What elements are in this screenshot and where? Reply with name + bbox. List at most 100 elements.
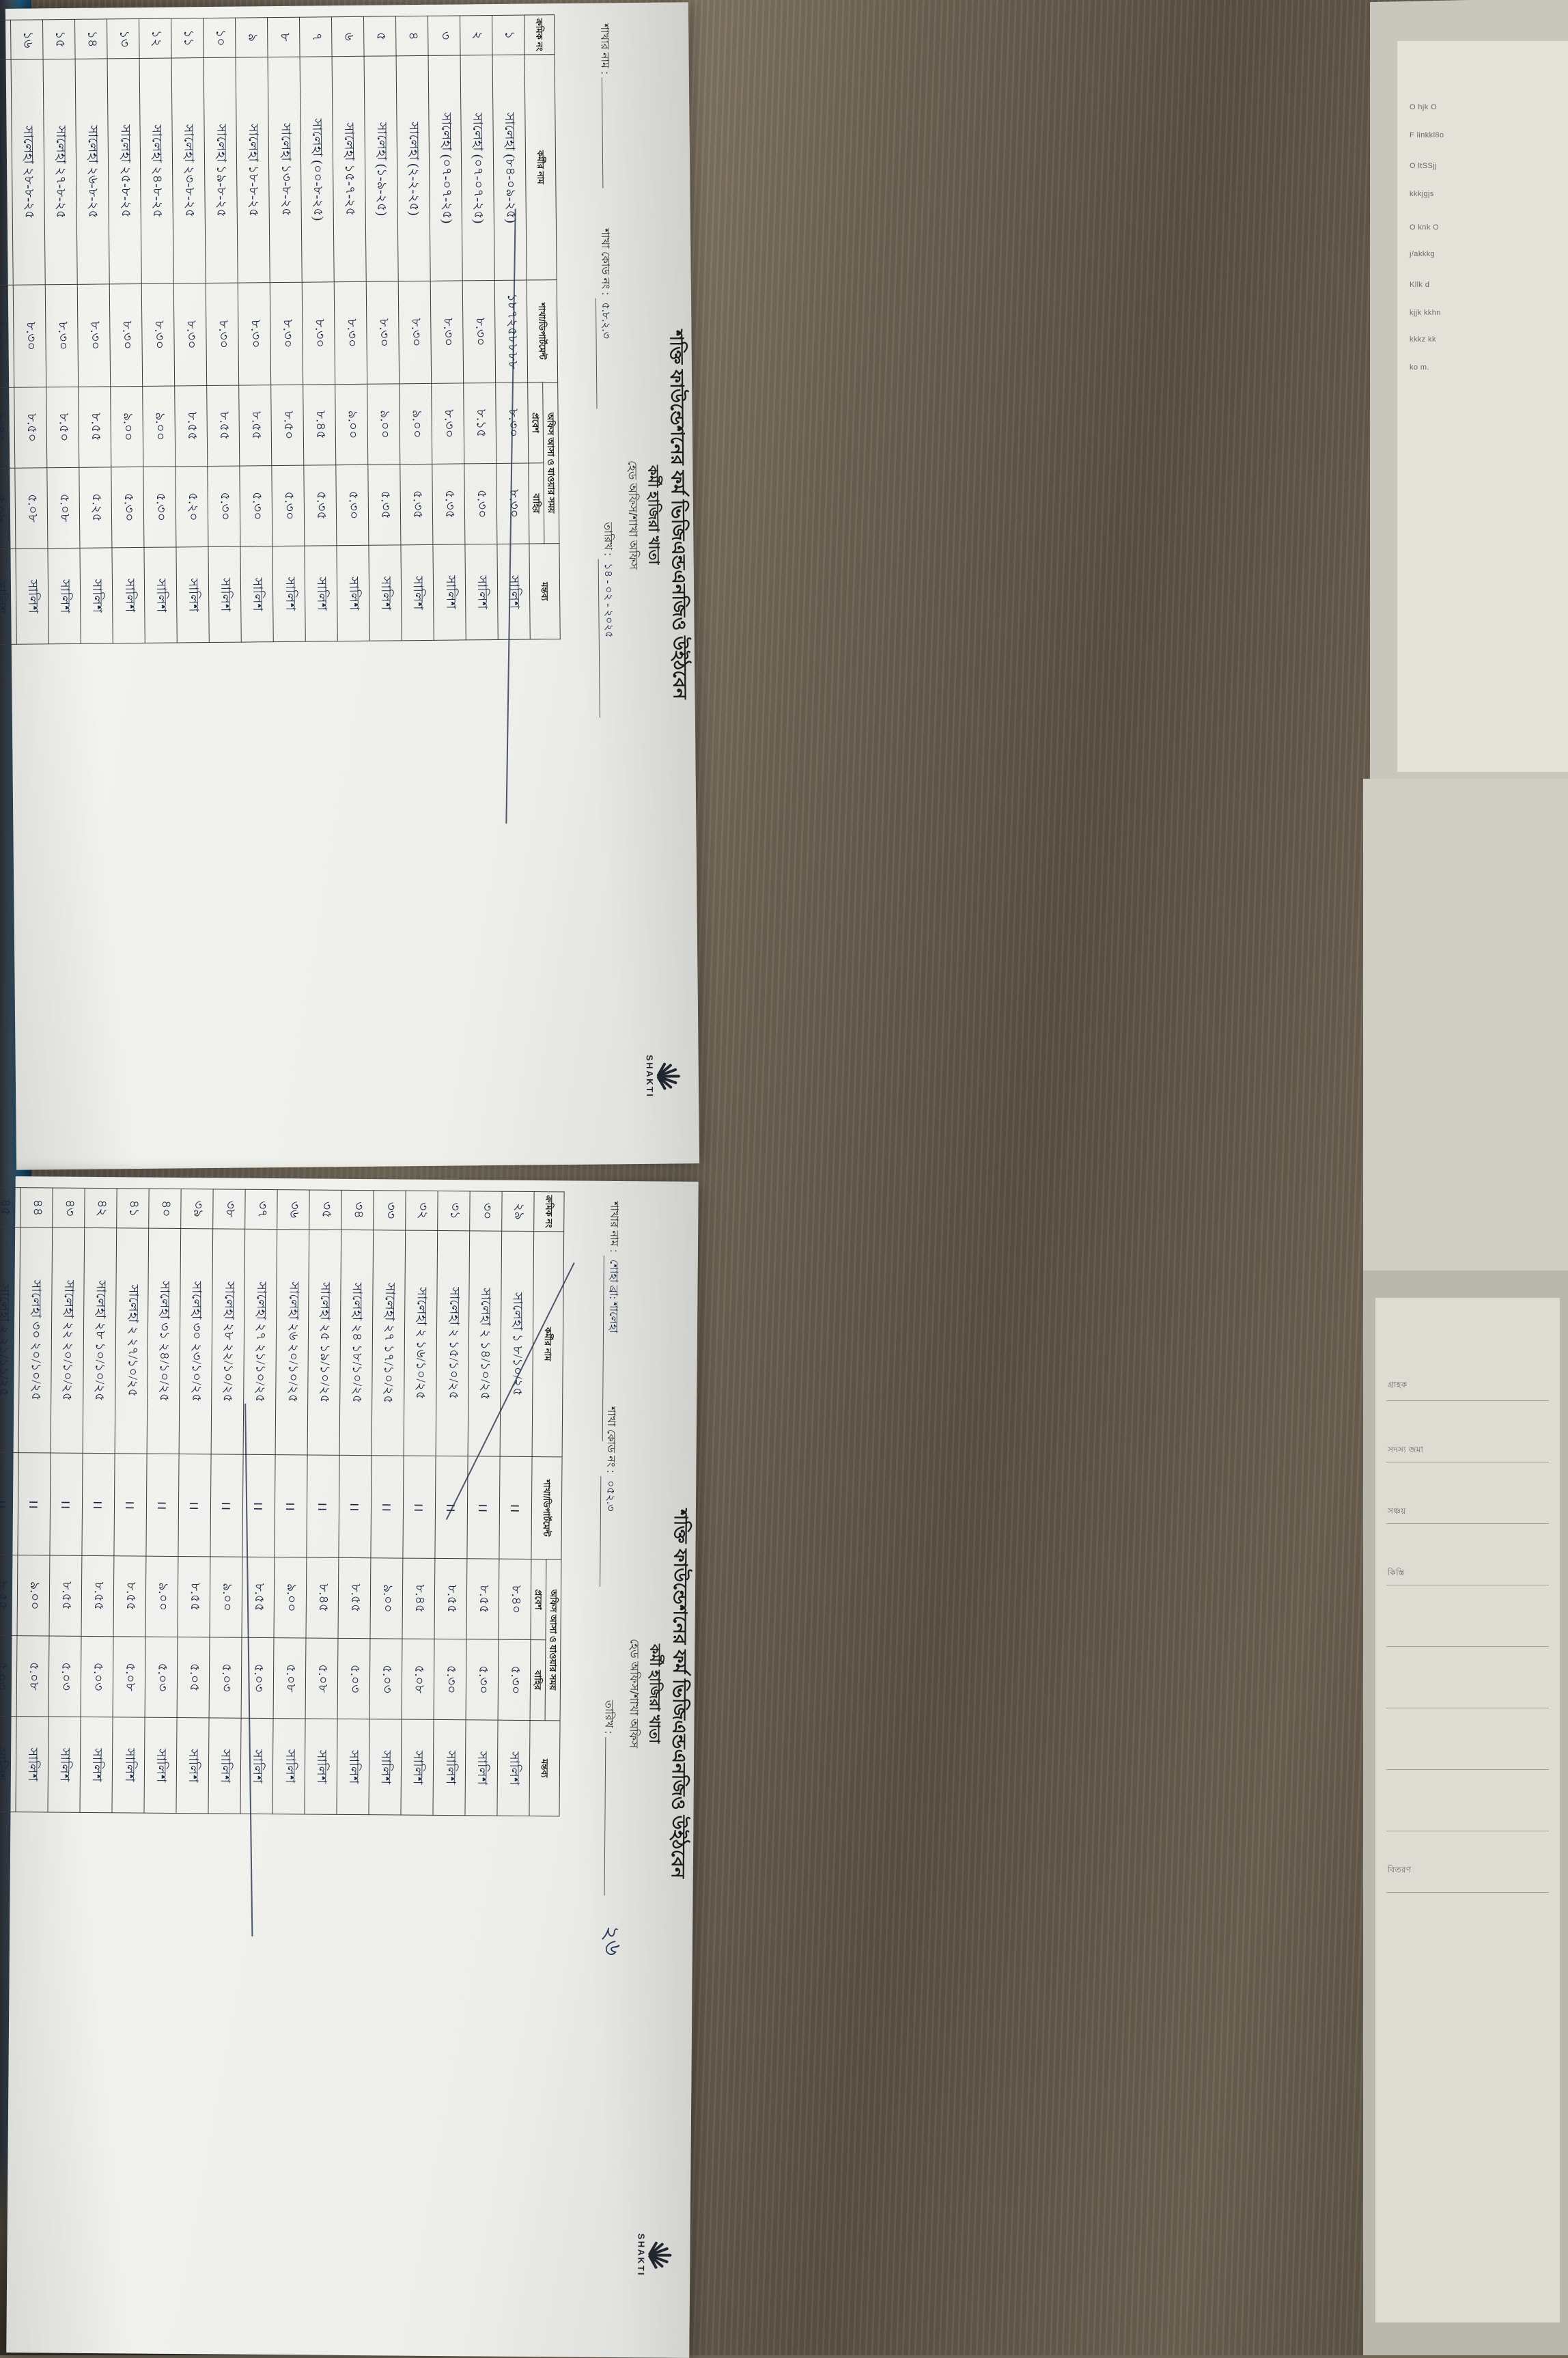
cell-name: সালেহা ২৭-৮-২৫: [44, 59, 76, 285]
cell-time-out: ৫.৩০: [498, 1639, 531, 1721]
table-row[interactable]: ৩৯ সালেহা ৩০ ২৩/১০/২৫ ।। ৮.৫৫ ৫.০৫ সালিশ: [176, 1189, 214, 1814]
cell-note: সালিশ: [144, 1717, 177, 1814]
th-in: প্রবেশ: [527, 382, 544, 464]
cell-time-out: ৫.৩০: [207, 466, 240, 547]
cell-note: সালিশ: [272, 546, 306, 642]
table-row[interactable]: ৪০ সালেহা ৩১ ২৪/১০/২৫ ।। ৯.০০ ৫.০৩ সালিশ: [144, 1189, 182, 1814]
cell-serial: ৩২: [405, 1191, 438, 1231]
cell-time-out: ৫.৩০: [143, 466, 176, 548]
cell-serial: ৮: [267, 17, 300, 57]
cell-name: সালেহা ২৩-৮-২৫: [170, 57, 207, 284]
table-row[interactable]: ৪ সালেহা (২-২-২৫) ৮.৩০ ৯.০০ ৫.৩৫ সালিশ: [395, 16, 434, 641]
shakti-logo: SHAKTI: [636, 1035, 696, 1118]
cell-name: সালেহা (০৭-০৭-২৫): [428, 55, 463, 281]
table-row[interactable]: ৮ সালেহা ১৩-৮-২৫ ৮.৩০ ৮.৫০ ৫.৩০ সালিশ: [267, 17, 306, 642]
cell-note: সালিশ: [0, 1716, 16, 1812]
table-row[interactable]: ৭ সালেহা (০০-৮-২৫) ৮.৩০ ৮.৪৫ ৫.৩৫ সালিশ: [299, 16, 338, 642]
table-row[interactable]: ৪৩ সালেহা ২২ ২০/১০/২৫ ।। ৮.৫৫ ৫.০৩ সালিশ: [47, 1188, 86, 1813]
burst-icon-right: [647, 2234, 687, 2275]
cell-name: সালেহা ২ ১৬/১০/২৫: [403, 1230, 438, 1456]
table-row[interactable]: ৪২ সালেহা ২৮ ১০/১০/২৫ ।। ৮.৫৫ ৫.০৩ সালিশ: [79, 1188, 117, 1813]
paper-stack-3: [1363, 779, 1568, 1271]
cell-name: সালেহা ২৭ ২১/১০/২৫: [242, 1229, 278, 1455]
value-date-right[interactable]: [604, 1736, 606, 1896]
table-row[interactable]: ৪৪ সালেহা ৩০ ২০/১০/২৫ ।। ৯.০০ ৫.০৮ সালিশ: [16, 1187, 53, 1812]
cell-time-out: ৮.৩০: [496, 463, 529, 544]
table-row[interactable]: ৩ সালেহা (০৭-০৭-২৫) ৮.৩০ ৮.৩০ ৫.৩৫ সালিশ: [428, 15, 466, 641]
cell-note: সালিশ: [47, 1716, 81, 1813]
cell-name: সালেহা ২৮ ১০/১০/২৫: [82, 1227, 117, 1454]
cell-note: সালিশ: [240, 1718, 274, 1814]
cell-dept: ৮.৩০: [270, 282, 303, 385]
cell-name: সালেহা ২৭ ১৭/১০/২৫: [370, 1230, 407, 1456]
burst-icon: [656, 1055, 697, 1097]
table-row[interactable]: ১৬ সালেহা ২৮-৮-২৫ ৮.৩০ ৮.৫০ ৫.০৮ সালিশ: [10, 19, 49, 645]
value-date[interactable]: ১৪ - ০২ - ২০২৫: [598, 559, 619, 718]
cell-name: সালেহা (০০-৮-২৫): [299, 56, 335, 283]
printed-sheet: গ্রাহক সদস্য জমা সঞ্চয় কিস্তি বিতরণ: [1375, 1298, 1560, 2322]
cell-dept: ৮.৩০: [366, 281, 400, 385]
cell-time-out: ৫.০৮: [273, 1637, 306, 1719]
value-branch-code-right[interactable]: ০৫২.৩: [600, 1475, 620, 1587]
table-row[interactable]: ১০ সালেহা ১৯-৮-২৫ ৮.৩০ ৮.৫৫ ৫.৩০ সালিশ: [203, 18, 242, 643]
table-row[interactable]: ১৩ সালেহা ২৫-৮-২৫ ৮.৩০ ৯.০০ ৫.৩০ সালিশ: [107, 18, 145, 643]
table-row[interactable]: ৩৮ সালেহা ২৮ ২২/১০/২৫ ।। ৯.০০ ৫.০৩ সালিশ: [208, 1189, 247, 1814]
cell-time-out: ৫.০৩: [0, 1635, 17, 1717]
table-row[interactable]: ৩৬ সালেহা ২৬ ২০/১০/২৫ ।। ৯.০০ ৫.০৮ সালিশ: [272, 1189, 310, 1814]
th-time-group-right: অফিস আসা ও যাওয়ার সময়: [545, 1559, 561, 1721]
cell-name: সালেহা ২ ২৭/১০/২৫: [115, 1227, 149, 1454]
cell-note: সালিশ: [79, 1717, 113, 1813]
cell-serial: ৪৩: [52, 1188, 85, 1228]
open-register-book: শক্তি ফাউন্ডেশনের ফর্ম ভিজিএন্ডএনজিও উইঠ…: [0, 2, 702, 2358]
cell-time-in: ৯.০০: [16, 1555, 50, 1637]
cell-time-out: ৫.০৩: [145, 1637, 178, 1718]
cell-note: সালিশ: [432, 544, 466, 641]
table-row[interactable]: ২৯ সালেহা ১ ৮/১০/২৫ ।। ৮.৪০ ৫.৩০ সালিশ: [497, 1191, 535, 1816]
cell-note: সালিশ: [16, 1716, 48, 1812]
cell-dept: ৮.৩০: [334, 281, 367, 385]
table-row[interactable]: ২ সালেহা (০৭-০৭-২৫) ৮.৩০ ৮.১৫ ৫.৩০ সালিশ: [460, 15, 499, 641]
cell-dept: ।।: [499, 1456, 533, 1559]
value-branch-name[interactable]: [601, 77, 604, 189]
th-note: মন্তব্য: [529, 543, 561, 640]
cell-dept: ৮.৩০: [398, 281, 432, 384]
table-row[interactable]: ৯ সালেহা ১৮-৮-২৫ ৮.৩০ ৮.৫৫ ৫.৩০ সালিশ: [235, 17, 274, 642]
value-branch-name-right[interactable]: শোহা ব্রা: শালেহা: [602, 1255, 623, 1441]
cell-serial: ৪৫: [0, 1187, 21, 1227]
cell-name: সালেহা ১৫-৭-২৫: [331, 56, 367, 282]
cell-name: সালেহা ২৬-৮-২৫: [75, 59, 109, 285]
cell-name: সালেহা ৩১ ২৪/১০/২৫: [147, 1228, 180, 1454]
table-row[interactable]: ৪১ সালেহা ২ ২৭/১০/২৫ ।। ৮.৫৫ ৫.০৮ সালিশ: [111, 1188, 150, 1814]
table-row[interactable]: ৩৪ সালেহা ২৪ ১৮/১০/২৫ ।। ৮.৫৫ ৫.০৩ সালিশ: [337, 1190, 374, 1815]
table-row[interactable]: ৬ সালেহা ১৫-৭-২৫ ৮.৩০ ৯.০০ ৫.৩০ সালিশ: [331, 16, 370, 641]
form-header-right: শক্তি ফাউন্ডেশনের ফর্ম ভিজিএন্ডএনজিও উইঠ…: [560, 1180, 699, 2301]
cell-serial: ৭: [299, 16, 333, 57]
cell-dept: ।।: [402, 1456, 436, 1559]
cell-serial: ৪: [395, 16, 429, 56]
cell-dept: ।।: [145, 1454, 180, 1557]
table-row[interactable]: ৩৩ সালেহা ২৭ ১৭/১০/২৫ ।। ৯.০০ ৫.০৩ সালিশ: [368, 1190, 407, 1816]
table-row[interactable]: ১৪ সালেহা ২৬-৮-২৫ ৮.৩০ ৮.৫৫ ৫.২৫ সালিশ: [74, 18, 113, 644]
table-row[interactable]: ১২ সালেহা ২৪-৮-২৫ ৮.৩০ ৯.০০ ৫.৩০ সালিশ: [139, 18, 178, 643]
table-row[interactable]: ৩১ সালেহা ২ ১৫/১০/২৫ ।। ৮.৫৫ ৫.৩০ সালিশ: [432, 1191, 471, 1816]
cell-name: সালেহা ১৯-৮-২৫: [204, 57, 237, 283]
cell-dept: ৮.৩০: [302, 281, 335, 385]
cell-serial: ১১: [171, 18, 204, 59]
table-row[interactable]: ১৫ সালেহা ২৭-৮-২৫ ৮.৩০ ৮.৫০ ৫.০৮ সালিশ: [42, 19, 81, 644]
table-row[interactable]: ১১ সালেহা ২৩-৮-২৫ ৮.৩০ ৮.৫৫ ৫.২০ সালিশ: [170, 18, 210, 643]
cell-dept: ।।: [370, 1455, 404, 1559]
cell-time-out: ৫.০৮: [16, 1635, 49, 1717]
cell-note: সালিশ: [368, 1719, 402, 1816]
table-row[interactable]: ৩০ সালেহা ২ ১৪/১০/২৫ ।। ৮.৫৫ ৫.৩০ সালিশ: [465, 1191, 503, 1816]
cell-serial: ১০: [203, 18, 236, 58]
cell-serial: ৫: [363, 16, 397, 57]
table-row[interactable]: ৫ সালেহা (১-৯-২৫) ৮.৩০ ৯.০০ ৫.৩৫ সালিশ: [363, 16, 402, 641]
value-branch-code[interactable]: ৫.৮.২.৩: [595, 298, 616, 409]
th-note-right: মন্তব্য: [529, 1720, 561, 1816]
cell-dept: ৮.৩০: [77, 283, 111, 387]
cell-serial: ৪২: [84, 1188, 117, 1228]
cell-serial: ৪১: [116, 1188, 150, 1229]
table-row[interactable]: ৩৫ সালেহা ২৫ ১৯/১০/২৫ ।। ৮.৪৫ ৫.০৮ সালিশ: [305, 1189, 342, 1815]
sheet-label-b: সদস্য জমা: [1388, 1445, 1424, 1454]
table-row[interactable]: ৩২ সালেহা ২ ১৬/১০/২৫ ।। ৮.৪৫ ৫.০৮ সালিশ: [400, 1191, 438, 1816]
